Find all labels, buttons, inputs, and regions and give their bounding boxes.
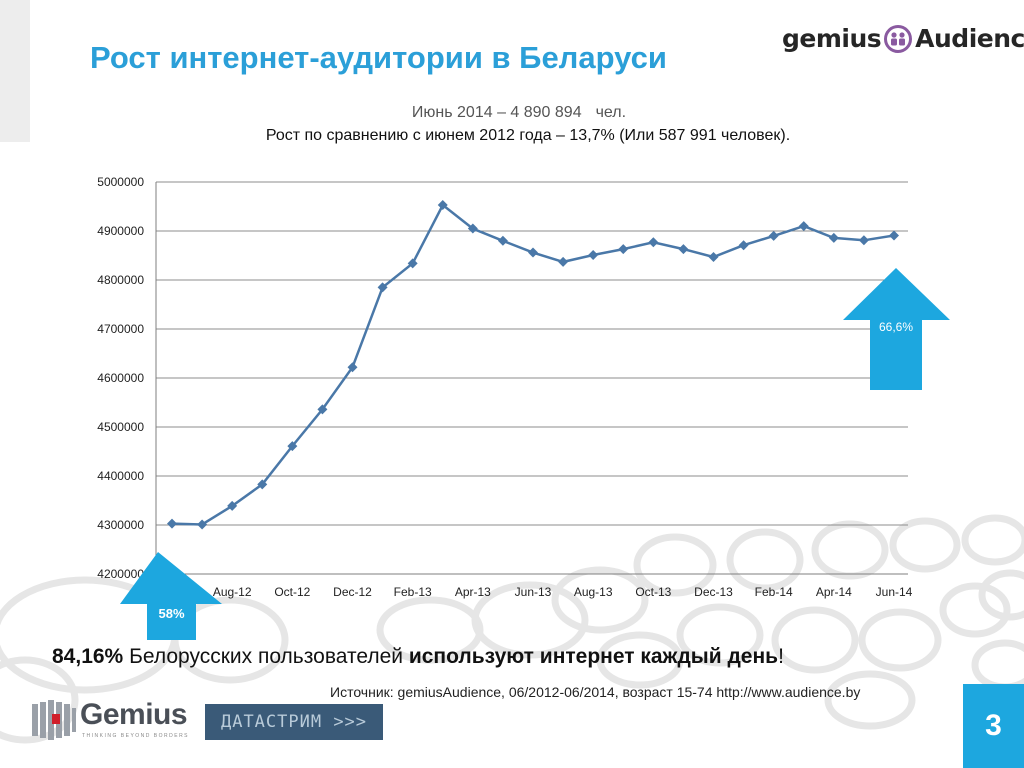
people-icon — [884, 24, 913, 53]
subtitle-audience-unit: чел. — [595, 104, 627, 121]
subtitle-audience-june-2014: Июнь 2014 – 4 890 894 чел. — [0, 104, 1024, 122]
x-tick-label: Oct-13 — [635, 585, 671, 599]
data-point-marker — [889, 230, 899, 241]
data-point-marker — [618, 244, 629, 255]
datastream-logo: ДАТАСТРИМ >>> — [205, 704, 383, 740]
data-point-marker — [167, 518, 177, 529]
y-tick-label: 4600000 — [97, 371, 144, 385]
daily-usage-percent: 84,16% — [52, 645, 124, 668]
data-point-marker — [227, 500, 238, 511]
x-tick-label: Feb-14 — [755, 585, 793, 599]
source-note: Источник: gemiusAudience, 06/2012-06/201… — [330, 684, 861, 700]
x-axis-tick-labels: Jun-12Aug-12Oct-12Dec-12Feb-13Apr-13Jun-… — [154, 585, 913, 599]
daily-usage-bold: используют интернет каждый день — [408, 645, 779, 668]
gemius-audience-logo: gemius Audience — [782, 24, 1024, 53]
x-tick-label: Aug-13 — [574, 585, 613, 599]
data-point-marker — [678, 244, 689, 255]
daily-usage-middle: Белорусских пользователей — [123, 645, 409, 668]
x-tick-label: Dec-12 — [333, 585, 372, 599]
x-tick-label: Dec-13 — [694, 585, 733, 599]
data-point-marker — [708, 251, 719, 262]
data-point-marker — [738, 240, 749, 251]
data-point-marker — [528, 247, 538, 258]
data-point-marker — [558, 256, 569, 267]
subtitle-audience-value: Июнь 2014 – 4 890 894 — [411, 104, 582, 121]
y-tick-label: 4500000 — [97, 420, 144, 434]
y-tick-label: 4800000 — [97, 273, 144, 287]
data-point-marker — [317, 404, 328, 415]
series-points — [167, 200, 899, 530]
y-tick-label: 4300000 — [97, 518, 144, 532]
data-point-marker — [287, 441, 298, 452]
data-point-marker — [467, 223, 478, 234]
data-point-marker — [858, 235, 869, 246]
x-tick-label: Aug-12 — [213, 585, 252, 599]
arrow-right-label: 66,6% — [878, 320, 914, 334]
data-point-marker — [768, 230, 779, 241]
data-point-marker — [347, 362, 358, 373]
x-tick-label: Apr-13 — [455, 585, 491, 599]
y-tick-label: 4700000 — [97, 322, 144, 336]
x-tick-label: Jun-13 — [515, 585, 552, 599]
y-tick-label: 5000000 — [97, 175, 144, 189]
gemius-footer-word: Gemius — [80, 698, 188, 731]
data-point-marker — [828, 232, 839, 243]
subtitle-growth: Рост по сравнению с июнем 2012 года – 13… — [265, 127, 791, 144]
gemius-footer-tagline: THINKING BEYOND BORDERS — [82, 733, 190, 739]
data-point-marker — [648, 237, 659, 248]
arrow-left-label: 58% — [158, 606, 185, 621]
x-tick-label: Feb-13 — [394, 585, 432, 599]
daily-usage-end: ! — [778, 645, 784, 668]
data-point-marker — [588, 250, 599, 261]
x-tick-label: Apr-14 — [816, 585, 852, 599]
y-gridlines — [155, 181, 908, 575]
data-point-marker — [197, 519, 208, 530]
corner-decoration — [0, 0, 30, 142]
data-point-marker — [377, 282, 388, 293]
arrow-up-right-icon — [843, 268, 950, 390]
arrow-up-left-icon — [120, 552, 222, 640]
page-number: 3 — [963, 684, 1024, 768]
x-tick-label: Jun-14 — [876, 585, 913, 599]
gemius-footer-logo: Gemius THINKING BEYOND BORDERS — [30, 698, 200, 742]
audience-line-chart: 4200000 4300000 4400000 4500000 4600000 47000… — [97, 175, 950, 640]
y-axis-tick-labels: 4200000 4300000 4400000 4500000 4600000 47000… — [97, 175, 144, 581]
data-point-marker — [257, 479, 268, 490]
y-tick-label: 4900000 — [97, 224, 144, 238]
data-point-marker — [407, 258, 418, 269]
x-tick-label: Oct-12 — [274, 585, 310, 599]
brand-word-audience: Audience — [915, 24, 1024, 53]
y-tick-label: 4200000 — [97, 567, 144, 581]
data-point-marker — [497, 235, 508, 246]
y-tick-label: 4400000 — [97, 469, 144, 483]
brand-word-gemius: gemius — [782, 24, 882, 53]
data-point-marker — [798, 221, 809, 232]
gemius-grid-icon — [32, 700, 76, 740]
data-point-marker — [437, 200, 448, 211]
daily-usage-statement: 84,16% Белорусских пользователей использ… — [52, 645, 784, 669]
slide-title: Рост интернет-аудитории в Беларуси — [90, 40, 667, 75]
